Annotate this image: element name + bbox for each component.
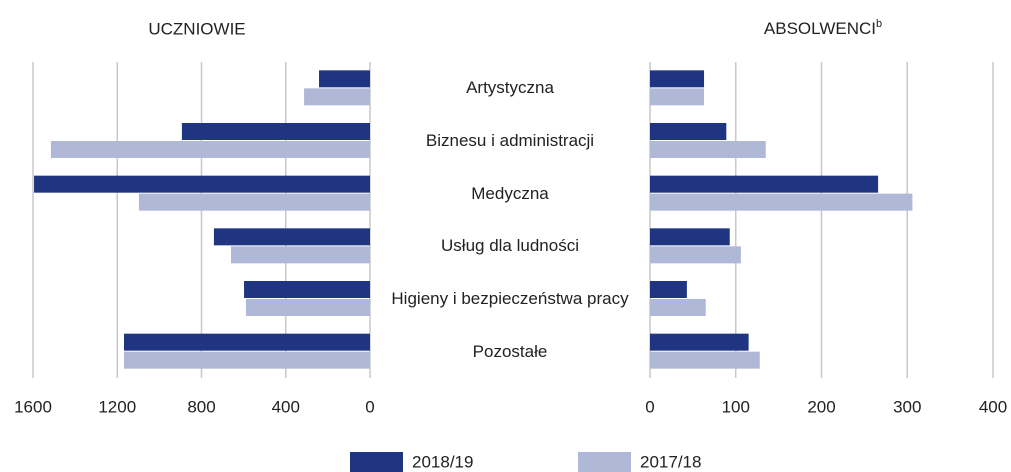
category-label: Artystyczna bbox=[466, 78, 554, 98]
bar bbox=[650, 333, 749, 351]
x-tick-label: 400 bbox=[979, 397, 1007, 416]
bar bbox=[213, 228, 370, 246]
x-tick-label: 100 bbox=[722, 397, 750, 416]
bar bbox=[230, 246, 370, 264]
bar bbox=[650, 141, 766, 158]
x-tick-label: 1600 bbox=[14, 397, 52, 416]
bar bbox=[650, 351, 760, 369]
x-tick-label: 300 bbox=[893, 397, 921, 416]
bar bbox=[245, 299, 370, 316]
category-label: Usług dla ludności bbox=[441, 236, 579, 256]
category-label: Medyczna bbox=[471, 183, 549, 203]
left-title: UCZNIOWIE bbox=[148, 19, 245, 38]
bar bbox=[319, 70, 370, 88]
bar bbox=[650, 175, 879, 193]
category-label: Biznesu i administracji bbox=[425, 130, 595, 150]
bar bbox=[304, 88, 370, 106]
bar bbox=[34, 175, 370, 193]
legend-swatch bbox=[350, 452, 403, 472]
category-label: Higieny i bezpieczeństwa pracy bbox=[391, 288, 629, 308]
legend-label: 2017/18 bbox=[640, 452, 701, 471]
bar bbox=[123, 333, 371, 351]
x-tick-label: 800 bbox=[187, 397, 215, 416]
bar bbox=[138, 193, 370, 211]
x-tick-label: 1200 bbox=[98, 397, 136, 416]
bar bbox=[650, 123, 727, 140]
bar bbox=[650, 88, 705, 106]
bar bbox=[650, 70, 705, 88]
bar bbox=[123, 351, 371, 369]
right-title: ABSOLWENCIb bbox=[764, 18, 882, 39]
bar bbox=[650, 299, 706, 316]
x-tick-label: 400 bbox=[272, 397, 300, 416]
x-tick-label: 0 bbox=[365, 397, 374, 416]
bar bbox=[50, 141, 370, 158]
x-tick-label: 200 bbox=[807, 397, 835, 416]
title-text: ABSOLWENCI bbox=[764, 19, 876, 38]
x-tick-label: 0 bbox=[645, 397, 654, 416]
legend-swatch bbox=[578, 452, 631, 472]
bar bbox=[244, 281, 370, 298]
legend-label: 2018/19 bbox=[412, 452, 473, 471]
bar bbox=[181, 123, 370, 140]
bar bbox=[650, 193, 913, 211]
category-label: Pozostałe bbox=[472, 341, 548, 361]
title-superscript: b bbox=[876, 18, 882, 30]
bar bbox=[650, 246, 741, 264]
bar bbox=[650, 228, 730, 246]
bar bbox=[650, 281, 687, 298]
